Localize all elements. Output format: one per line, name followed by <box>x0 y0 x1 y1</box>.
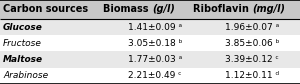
Text: 1.12±0.11 ᵈ: 1.12±0.11 ᵈ <box>225 71 279 80</box>
Text: 3.85±0.06 ᵇ: 3.85±0.06 ᵇ <box>225 39 279 48</box>
Text: Maltose: Maltose <box>3 55 43 64</box>
Text: Glucose: Glucose <box>3 23 43 32</box>
Bar <box>0 51 300 68</box>
Text: 1.77±0.03 ᵃ: 1.77±0.03 ᵃ <box>128 55 182 64</box>
Text: 1.96±0.07 ᵃ: 1.96±0.07 ᵃ <box>225 23 279 32</box>
Text: 2.21±0.49 ᶜ: 2.21±0.49 ᶜ <box>128 71 182 80</box>
Text: 3.05±0.18 ᵇ: 3.05±0.18 ᵇ <box>128 39 182 48</box>
Bar <box>0 19 300 35</box>
Text: Fructose: Fructose <box>3 39 42 48</box>
Bar <box>0 35 300 51</box>
Text: Carbon sources: Carbon sources <box>3 4 88 14</box>
Text: 1.41±0.09 ᵃ: 1.41±0.09 ᵃ <box>128 23 182 32</box>
Text: 3.39±0.12 ᶜ: 3.39±0.12 ᶜ <box>225 55 279 64</box>
Text: (g/l): (g/l) <box>152 4 175 14</box>
Text: Riboflavin: Riboflavin <box>193 4 252 14</box>
Text: Arabinose: Arabinose <box>3 71 48 80</box>
Text: Biomass: Biomass <box>103 4 152 14</box>
Bar <box>0 68 300 84</box>
Bar <box>0 0 300 19</box>
Text: (mg/l): (mg/l) <box>252 4 285 14</box>
